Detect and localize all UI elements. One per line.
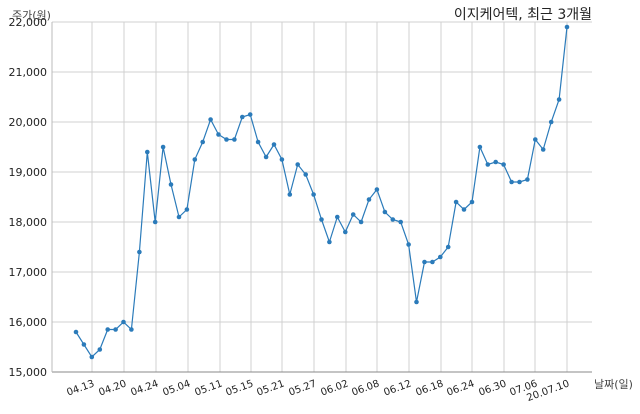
data-point	[129, 327, 134, 332]
chart-title: 이지케어텍, 최근 3개월	[454, 7, 592, 23]
data-point	[137, 249, 142, 255]
price-series-points	[73, 24, 570, 360]
data-point	[493, 159, 499, 165]
data-point	[240, 114, 245, 120]
data-point	[208, 117, 213, 122]
x-axis-title: 날짜(일)	[594, 377, 633, 391]
data-point	[350, 212, 356, 217]
x-tick-label: 05.27	[287, 378, 318, 398]
data-point	[232, 137, 237, 142]
x-tick-label: 06.18	[414, 378, 445, 398]
data-point	[414, 299, 419, 305]
data-point	[366, 197, 372, 202]
data-point	[105, 327, 110, 332]
y-tick-label: 18,000	[9, 216, 48, 229]
data-point	[525, 177, 530, 182]
data-point	[335, 214, 340, 220]
data-point	[121, 319, 126, 325]
data-point	[81, 342, 87, 347]
data-point	[517, 179, 522, 185]
x-tick-label: 05.04	[161, 378, 192, 398]
y-tick-label: 16,000	[9, 316, 48, 329]
data-point	[501, 162, 506, 167]
data-point	[453, 199, 459, 205]
data-point	[556, 97, 562, 102]
data-point	[279, 157, 285, 162]
x-tick-label: 04.24	[129, 378, 160, 398]
data-point	[390, 217, 396, 222]
data-point	[469, 199, 475, 205]
data-point	[406, 242, 411, 247]
data-point	[461, 207, 467, 212]
data-point	[224, 137, 229, 142]
x-tick-label: 05.11	[193, 378, 224, 398]
x-tick-label: 05.21	[255, 378, 286, 398]
data-point	[509, 179, 514, 185]
x-tick-labels: 04.13 04.20 04.24 05.04 05.11 05.15 05.21 05.27…	[65, 378, 571, 404]
data-point	[398, 219, 404, 225]
data-point	[89, 354, 95, 360]
data-point	[382, 209, 388, 215]
y-tick-label: 17,000	[9, 266, 48, 279]
x-tick-label: 06.30	[477, 378, 508, 398]
y-tick-label: 21,000	[9, 66, 48, 79]
y-tick-label: 22,000	[9, 16, 48, 29]
data-point	[152, 219, 158, 225]
data-point	[343, 229, 348, 235]
x-tick-label: 04.20	[97, 378, 128, 398]
data-point	[113, 327, 118, 332]
y-tick-labels: 15,000 16,000 17,000 18,000 19,000 20,000 21,0…	[9, 16, 48, 379]
data-point	[477, 144, 483, 150]
y-tick-label: 15,000	[9, 366, 48, 379]
data-point	[303, 172, 309, 177]
data-point	[200, 139, 205, 145]
data-point	[287, 192, 293, 197]
data-point	[374, 187, 380, 192]
x-tick-label: 06.12	[382, 378, 413, 398]
data-point	[319, 217, 324, 222]
data-point	[358, 219, 364, 225]
x-tick-label: 06.02	[319, 378, 350, 398]
data-point	[422, 259, 427, 265]
price-series-line	[75, 26, 568, 358]
data-point	[271, 142, 277, 147]
data-point	[145, 149, 150, 155]
y-axis-title: 주가(원)	[12, 9, 51, 22]
data-point	[255, 139, 261, 145]
data-point	[247, 112, 253, 117]
data-point	[445, 244, 451, 250]
y-tick-label: 19,000	[9, 166, 48, 179]
data-point	[485, 162, 491, 167]
data-point	[216, 132, 221, 137]
y-tick-label: 20,000	[9, 116, 48, 129]
x-tick-label: 06.08	[350, 378, 381, 398]
data-point	[327, 239, 332, 245]
data-point	[192, 157, 198, 162]
data-point	[438, 254, 443, 260]
data-point	[548, 119, 554, 125]
x-tick-label: 06.24	[445, 378, 476, 398]
grid-lines	[51, 21, 592, 373]
data-point	[160, 144, 166, 150]
data-point	[540, 147, 546, 152]
data-point	[73, 329, 79, 335]
data-point	[263, 154, 269, 160]
data-point	[533, 137, 538, 142]
data-point	[564, 24, 570, 30]
data-point	[168, 182, 174, 187]
data-point	[176, 214, 182, 220]
data-point	[184, 207, 190, 212]
data-point	[430, 259, 435, 265]
data-point	[295, 162, 301, 167]
x-tick-label: 05.15	[224, 378, 255, 398]
data-point	[311, 192, 316, 197]
data-point	[97, 347, 103, 352]
x-tick-label: 04.13	[65, 378, 96, 398]
